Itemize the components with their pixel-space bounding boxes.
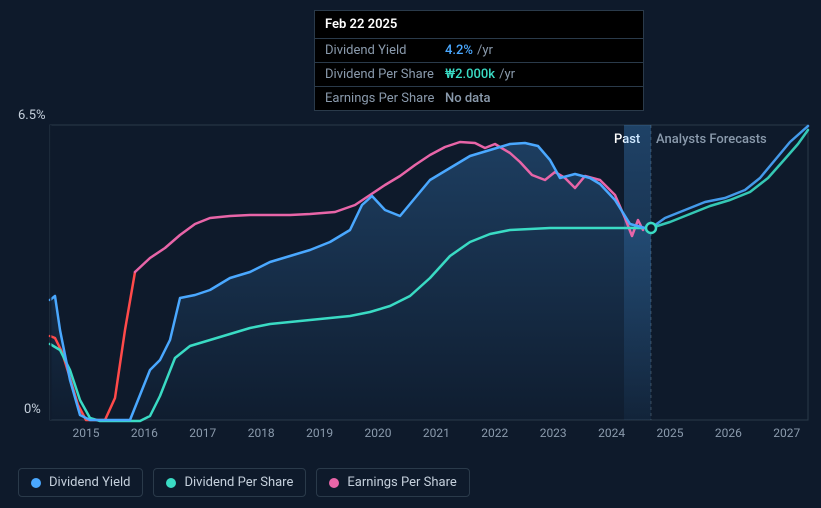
legend-dot-icon [31,478,41,488]
x-axis-year-label: 2017 [189,426,216,440]
legend-item[interactable]: Dividend Yield [18,468,143,497]
tooltip-row-label: Dividend Per Share [325,67,445,82]
x-axis-year-label: 2021 [423,426,450,440]
chart-legend: Dividend Yield Dividend Per Share Earnings… [18,468,470,497]
tooltip-row: Dividend Per Share₩2.000k/yr [315,63,643,87]
x-axis-year-label: 2024 [598,426,625,440]
x-axis-year-label: 2023 [540,426,567,440]
x-axis-year-label: 2018 [248,426,275,440]
dividend-chart: Feb 22 2025 Dividend Yield4.2%/yrDividen… [0,0,821,508]
x-axis-year-label: 2026 [715,426,742,440]
tooltip-row-value: 4.2% [445,43,473,58]
tooltip-date: Feb 22 2025 [315,11,643,39]
tooltip-row-value: No data [445,91,491,106]
x-axis-year-label: 2027 [773,426,800,440]
tooltip-row-unit: /yr [477,43,493,58]
tooltip-row-unit: /yr [499,67,515,82]
tooltip-row-value: ₩2.000k [445,67,495,82]
legend-item-label: Dividend Yield [49,475,130,490]
x-axis-year-label: 2025 [657,426,684,440]
legend-item-label: Dividend Per Share [184,475,293,490]
series-line-dividend-yield-forecast [651,126,808,228]
chart-tooltip: Feb 22 2025 Dividend Yield4.2%/yrDividen… [314,10,644,111]
tooltip-row-label: Dividend Yield [325,43,445,58]
legend-dot-icon [329,478,339,488]
current-value-marker-icon [646,223,656,233]
legend-item-label: Earnings Per Share [347,475,456,490]
x-axis-year-label: 2016 [131,426,158,440]
x-axis-year-label: 2015 [73,426,100,440]
tooltip-row: Earnings Per ShareNo data [315,87,643,110]
x-axis-year-label: 2022 [481,426,508,440]
legend-item[interactable]: Earnings Per Share [316,468,469,497]
tooltip-row: Dividend Yield4.2% /yr [315,39,643,63]
tooltip-row-label: Earnings Per Share [325,91,445,106]
legend-dot-icon [166,478,176,488]
x-axis-year-label: 2019 [306,426,333,440]
x-axis-year-label: 2020 [365,426,392,440]
legend-item[interactable]: Dividend Per Share [153,468,306,497]
